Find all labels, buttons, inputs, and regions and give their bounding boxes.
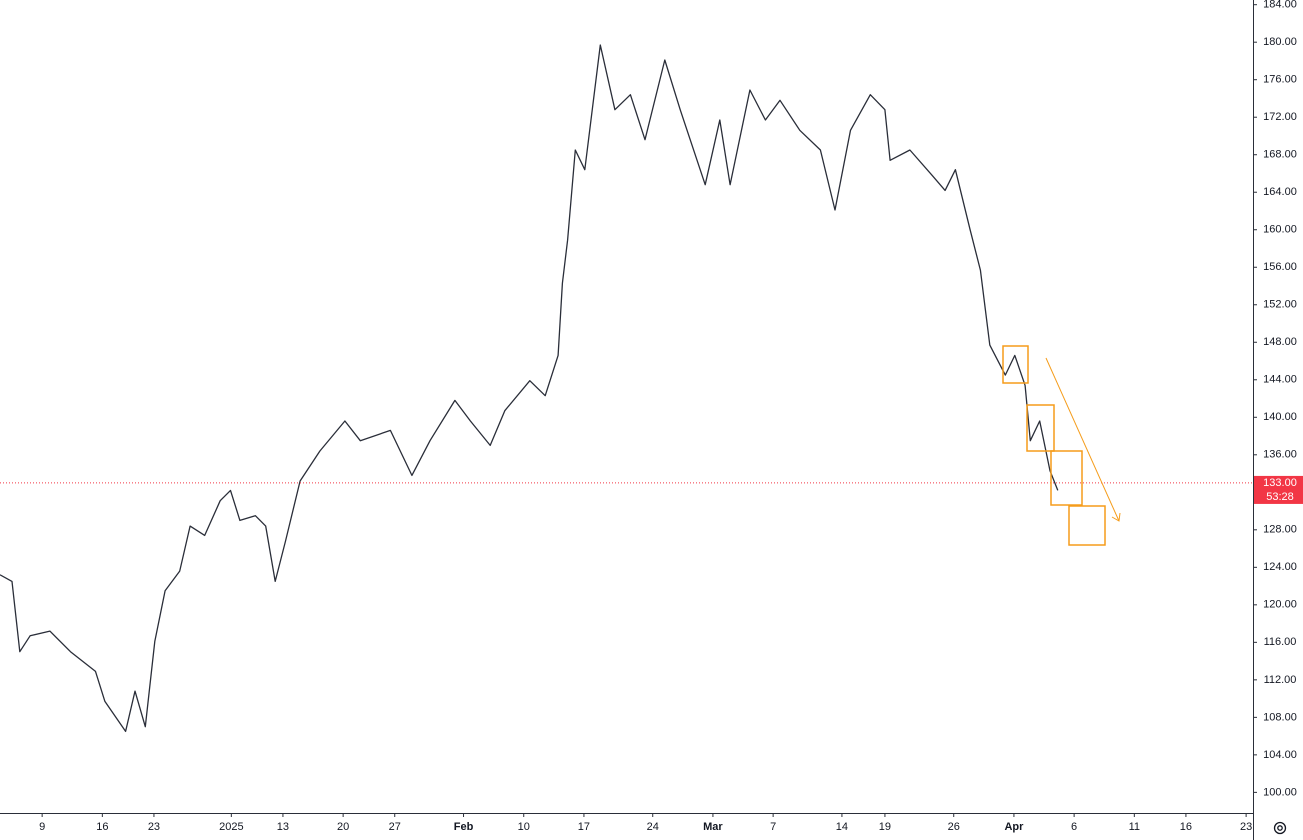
y-tick-label: 108.00 [1263,711,1297,723]
x-tick-label: 10 [518,821,530,833]
y-tick-label: 156.00 [1263,261,1297,273]
y-tick-label: 112.00 [1264,674,1297,686]
y-tick-label: 160.00 [1263,224,1297,236]
x-tick-label: 23 [148,821,160,833]
y-tick-label: 116.00 [1264,636,1297,648]
y-tick-label: 172.00 [1263,111,1297,123]
countdown-label: 53:28 [1266,491,1294,503]
box-drawing [1026,404,1055,452]
last-price-label: 133.00 [1263,477,1297,489]
x-tick-label: Feb [454,821,474,833]
x-tick-label: 14 [836,821,848,833]
x-tick-label: 24 [647,821,659,833]
x-tick-label: Mar [703,821,723,833]
y-tick-label: 136.00 [1263,449,1297,461]
y-tick-label: 144.00 [1263,374,1297,386]
y-tick-label: 176.00 [1263,74,1297,86]
y-tick-label: 148.00 [1263,336,1297,348]
last-price-box [1254,475,1303,504]
x-tick-label: 2025 [219,821,243,833]
y-tick-label: 152.00 [1263,299,1297,311]
box-drawing [1002,345,1029,384]
x-tick-label: 16 [96,821,108,833]
y-tick-label: 180.00 [1263,36,1297,48]
x-tick-label: 13 [277,821,289,833]
arrow-head [1111,512,1121,522]
y-tick-label: 100.00 [1263,786,1297,798]
x-tick-label: 16 [1180,821,1192,833]
y-tick-label: 140.00 [1263,411,1297,423]
y-tick-label: 184.00 [1263,0,1297,11]
x-tick-label: 23 [1240,821,1252,833]
x-tick-label: 17 [578,821,590,833]
y-tick-label: 124.00 [1263,561,1297,573]
y-tick-label: 128.00 [1263,524,1297,536]
x-tick-label: 11 [1129,821,1140,833]
plot-area [0,44,1253,733]
y-tick-label: 168.00 [1263,149,1297,161]
x-tick-label: 9 [39,821,45,833]
trend-arrow [1045,357,1120,522]
price-line [0,44,1059,733]
x-tick-label: 19 [879,821,891,833]
drawings [1002,345,1121,546]
x-tick-label: Apr [1004,821,1024,833]
x-tick-label: 26 [948,821,960,833]
y-tick-label: 120.00 [1263,599,1297,611]
box-drawing [1050,450,1083,506]
box-drawing [1068,505,1106,546]
x-tick-label: 7 [770,821,776,833]
x-tick-label: 6 [1071,821,1077,833]
y-tick-label: 164.00 [1263,186,1297,198]
x-tick-label: 20 [337,821,349,833]
y-tick-label: 104.00 [1263,749,1297,761]
settings-icon[interactable] [1273,821,1287,835]
x-tick-label: 27 [389,821,401,833]
